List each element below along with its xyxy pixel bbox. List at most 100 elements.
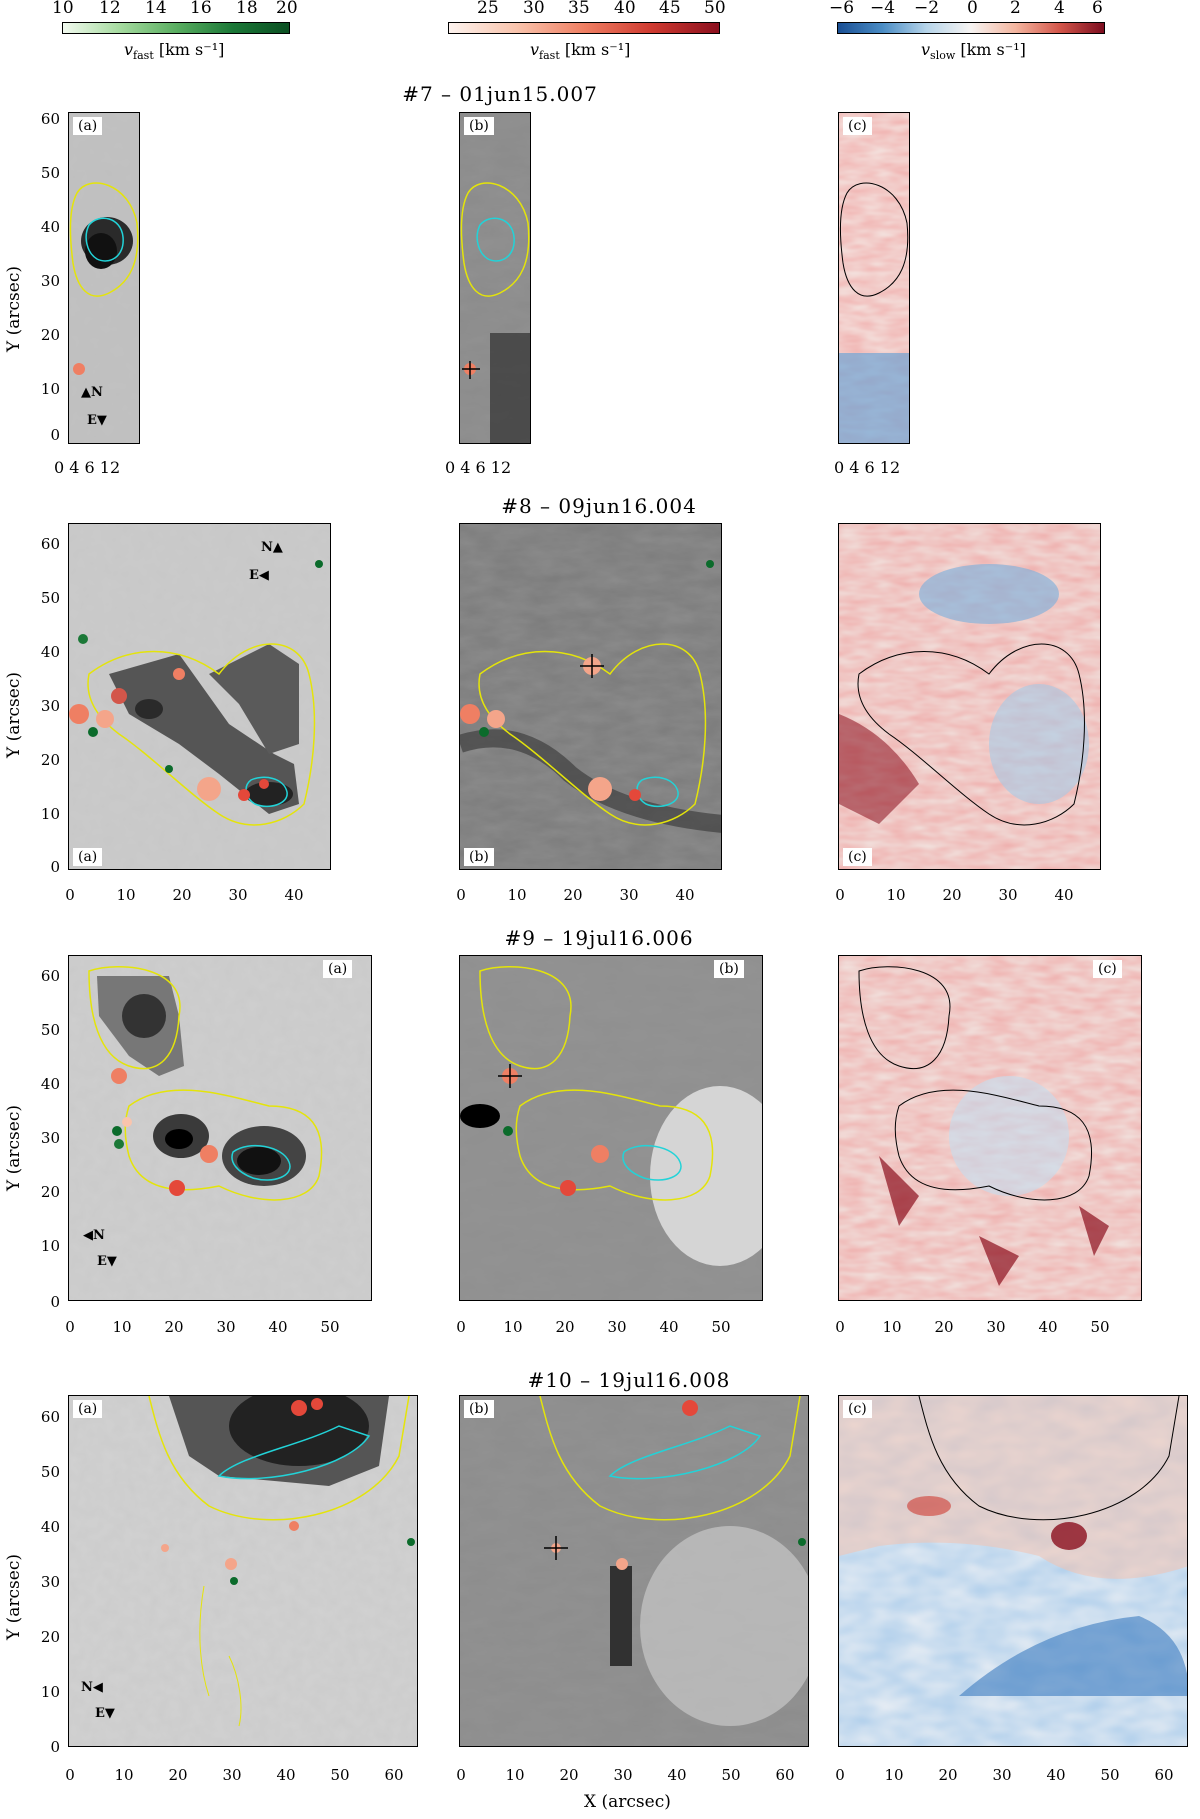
panel-row8-c: (c) [838, 523, 1101, 870]
cb-tick: −4 [870, 0, 896, 18]
y-axis-title: Y (arcsec) [4, 672, 24, 758]
y-tick: 0 [50, 1293, 60, 1311]
chromosphere-map [460, 113, 530, 443]
x-tick: 20 [559, 1766, 579, 1784]
panel-row7-a: (a) ▲N E▼ [68, 112, 140, 444]
colorbar-label: vfast [km s⁻¹] [124, 40, 225, 63]
x-tick: 10 [884, 1766, 904, 1784]
y-tick: 10 [40, 805, 60, 823]
panel-label: (c) [843, 1400, 872, 1418]
y-tick: 50 [40, 589, 60, 607]
x-tick: 10 [112, 1318, 132, 1336]
row-title-9: #9 – 19jul16.006 [504, 926, 694, 950]
y-tick: 40 [40, 1075, 60, 1093]
x-tick: 20 [168, 1766, 188, 1784]
x-tick: 20 [164, 1318, 184, 1336]
x-tick: 10 [116, 886, 136, 904]
y-tick: 0 [50, 1738, 60, 1756]
x-tick: 20 [938, 1766, 958, 1784]
cb-tick: 20 [276, 0, 298, 18]
panel-row8-b: (b) [459, 523, 722, 870]
compass-east: E◀ [249, 568, 269, 583]
y-tick: 30 [40, 1573, 60, 1591]
x-tick: 60 [1154, 1766, 1174, 1784]
y-axis-title: Y (arcsec) [4, 1554, 24, 1640]
x-tick: 10 [886, 886, 906, 904]
colorbar-bluered [837, 22, 1105, 34]
x-tick: 10 [503, 1318, 523, 1336]
x-tick: 10 [505, 1766, 525, 1784]
compass-north: ▲N [81, 385, 103, 400]
cb-tick: 18 [236, 0, 258, 18]
x-tick: 40 [1054, 886, 1074, 904]
x-tick: 10 [114, 1766, 134, 1784]
intensity-map [69, 113, 139, 443]
row-title-10: #10 – 19jul16.008 [527, 1368, 731, 1392]
x-tick: 40 [284, 886, 304, 904]
panel-label: (a) [73, 1400, 103, 1418]
intensity-map [69, 1396, 417, 1746]
compass-north: N▲ [261, 540, 283, 555]
x-tick: 30 [992, 1766, 1012, 1784]
panel-label: (b) [464, 1400, 494, 1418]
y-tick: 40 [40, 1518, 60, 1536]
x-tick: 30 [222, 1766, 242, 1784]
y-tick: 50 [40, 1021, 60, 1039]
x-tick: 50 [721, 1766, 741, 1784]
colorbar-label: vslow [km s⁻¹] [921, 40, 1026, 63]
x-tick: 0 [456, 1318, 466, 1336]
cb-tick: 14 [145, 0, 167, 18]
panel-row9-b: (b) [459, 955, 763, 1301]
panel-label: (c) [1093, 960, 1122, 978]
cb-tick: 30 [523, 0, 545, 18]
x-tick: 0 [835, 886, 845, 904]
x-tick: 30 [228, 886, 248, 904]
x-tick: 50 [330, 1766, 350, 1784]
x-tick: 0 [456, 886, 466, 904]
velocity-map [839, 524, 1100, 869]
panel-row9-c: (c) [838, 955, 1142, 1301]
y-tick: 60 [40, 110, 60, 128]
x-axis-title: X (arcsec) [584, 1792, 671, 1812]
cb-tick: 2 [1010, 0, 1021, 18]
cb-tick: 12 [99, 0, 121, 18]
x-tick: 40 [659, 1318, 679, 1336]
x-tick: 20 [563, 886, 583, 904]
x-tick: 40 [1038, 1318, 1058, 1336]
x-tick: 50 [320, 1318, 340, 1336]
panel-label: (a) [73, 848, 103, 866]
x-tick: 50 [711, 1318, 731, 1336]
cb-tick: −2 [914, 0, 940, 18]
x-tick: 40 [276, 1766, 296, 1784]
y-tick: 50 [40, 1463, 60, 1481]
panel-row7-b: (b) [459, 112, 531, 444]
cb-tick: 40 [614, 0, 636, 18]
x-tick: 30 [607, 1318, 627, 1336]
x-tick: 40 [1046, 1766, 1066, 1784]
cb-tick: 6 [1092, 0, 1103, 18]
x-tick: 30 [216, 1318, 236, 1336]
panel-label: (b) [464, 848, 494, 866]
x-tick: 20 [942, 886, 962, 904]
y-tick: 40 [40, 218, 60, 236]
panel-row7-c: (c) [838, 112, 910, 444]
compass-north: ◀N [83, 1228, 105, 1243]
colorbar-green [62, 22, 290, 34]
x-tick: 50 [1090, 1318, 1110, 1336]
y-tick: 60 [40, 535, 60, 553]
velocity-map [839, 956, 1141, 1300]
x-tick: 0 [835, 1766, 845, 1784]
x-tick: 40 [268, 1318, 288, 1336]
y-tick: 40 [40, 643, 60, 661]
x-tick: 60 [384, 1766, 404, 1784]
panel-label: (a) [73, 117, 103, 135]
y-tick: 10 [40, 1237, 60, 1255]
y-tick: 50 [40, 164, 60, 182]
panel-label: (b) [714, 960, 744, 978]
cb-tick: 4 [1054, 0, 1065, 18]
y-tick: 10 [40, 1683, 60, 1701]
panel-label: (a) [323, 960, 353, 978]
cb-tick: 45 [659, 0, 681, 18]
x-ticks-row7-b: 0 4 6 12 [445, 458, 512, 477]
x-ticks-row7-a: 0 4 6 12 [54, 458, 121, 477]
